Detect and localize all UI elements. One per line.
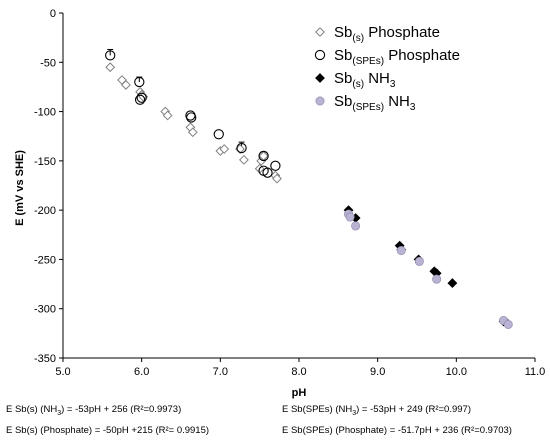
x-tick-label: 5.0 — [55, 366, 70, 378]
x-tick-label: 11.0 — [525, 366, 546, 378]
data-point-series-2 — [186, 112, 197, 123]
y-tick-label: -50 — [40, 57, 56, 69]
y-tick-label: -350 — [34, 353, 56, 365]
legend-label-1: Sb(s) Phosphate — [334, 24, 440, 44]
error-bars — [107, 48, 267, 156]
legend-label-4: Sb(SPEs) NH3 — [334, 93, 416, 113]
y-tick-label: -100 — [34, 107, 56, 119]
data-point-series-4 — [351, 221, 361, 231]
y-tick-label: -250 — [34, 254, 56, 266]
data-point-series-1 — [239, 154, 249, 165]
equation-sb-s-nh3: E Sb(s) (NH3) = -53pH + 256 (R²=0.9973) — [6, 404, 182, 417]
data-point-series-1 — [121, 80, 131, 90]
equation-sb-spes-phosphate: E Sb(SPEs) (Phosphate) = -51.7pH + 236 (… — [282, 425, 512, 436]
data-point-series-1 — [187, 127, 198, 138]
data-points — [105, 50, 513, 329]
data-point-series-4 — [503, 319, 513, 329]
data-point-series-2 — [262, 167, 273, 178]
x-axis-title: pH — [292, 387, 307, 399]
data-point-series-2 — [236, 142, 247, 154]
data-point-series-1 — [272, 173, 282, 184]
data-point-series-2 — [134, 94, 146, 105]
x-tick-label: 10.0 — [446, 366, 467, 378]
data-point-series-2 — [105, 50, 116, 61]
y-tick-label: -200 — [34, 205, 56, 217]
legend-label-2: Sb(SPEs) Phosphate — [334, 47, 460, 67]
equation-sb-spes-nh3: E Sb(SPEs) (NH3) = -53pH + 249 (R²=0.997… — [282, 404, 471, 417]
y-tick-label: -150 — [34, 156, 56, 168]
x-tick-label: 7.0 — [213, 366, 228, 378]
plot-frame — [62, 13, 535, 359]
x-axis-ticks: 5.0 6.0 7.0 8.0 9.0 10.0 11.0 — [55, 358, 545, 378]
scatter-chart: 0 -50 -100 -150 -200 -250 -300 -350 5.0 6.0 7.0 8.… — [14, 8, 545, 399]
x-tick-label: 8.0 — [291, 366, 306, 378]
data-point-series-3 — [447, 278, 458, 288]
data-point-series-4 — [432, 274, 442, 284]
data-point-series-2 — [136, 92, 147, 103]
data-point-series-2 — [270, 160, 281, 171]
y-axis-title: E (mV vs SHE) — [14, 150, 26, 226]
data-point-series-2 — [258, 150, 269, 162]
x-tick-label: 9.0 — [370, 366, 385, 378]
legend: Sb(s) Phosphate Sb(SPEs) Phosphate Sb(s) N… — [314, 24, 460, 113]
data-point-series-1 — [105, 62, 116, 73]
legend-marker-2 — [314, 49, 326, 61]
data-point-series-2 — [213, 129, 224, 140]
legend-marker-4 — [315, 96, 325, 106]
data-point-series-2 — [134, 76, 145, 88]
y-tick-label: 0 — [50, 8, 56, 20]
equation-sb-s-phosphate: E Sb(s) (Phosphate) = -50pH +215 (R²= 0.… — [6, 425, 210, 436]
y-tick-label: -300 — [34, 304, 56, 316]
data-point-series-4 — [414, 256, 424, 266]
legend-label-3: Sb(s) NH3 — [334, 70, 396, 90]
data-point-series-4 — [396, 246, 406, 256]
data-point-series-1 — [219, 144, 230, 154]
y-axis-ticks: 0 -50 -100 -150 -200 -250 -300 -350 — [34, 8, 63, 365]
x-tick-label: 6.0 — [134, 366, 149, 378]
legend-marker-3 — [315, 73, 325, 83]
data-point-series-4 — [345, 212, 355, 222]
data-point-series-1 — [162, 110, 173, 121]
legend-marker-1 — [315, 27, 325, 37]
